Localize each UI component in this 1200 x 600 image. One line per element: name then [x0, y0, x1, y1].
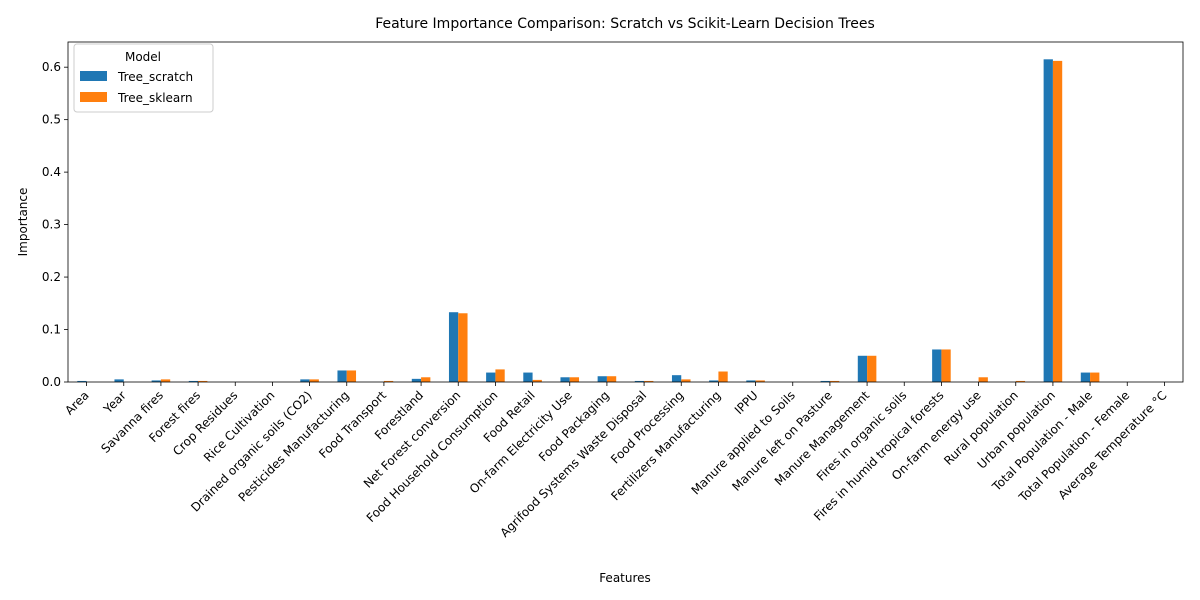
plot-frame: [67, 41, 1184, 383]
x-tick-label: IPPU: [732, 388, 761, 417]
bar-tree-scratch: [1080, 372, 1091, 382]
chart-title: Feature Importance Comparison: Scratch v…: [375, 16, 875, 32]
bar-tree-sklearn: [718, 371, 728, 382]
bar-tree-scratch: [448, 312, 459, 382]
y-tick-label: 0.1: [42, 323, 61, 337]
bar-tree-scratch: [188, 380, 199, 382]
legend-swatch: [80, 92, 107, 102]
bar-tree-scratch: [151, 380, 161, 382]
legend-swatch: [80, 71, 107, 81]
bar-tree-scratch: [820, 380, 830, 382]
bar-tree-scratch: [523, 372, 533, 382]
bar-tree-sklearn: [532, 379, 542, 382]
x-tick-label: Area: [62, 388, 91, 417]
bar-tree-sklearn: [829, 380, 840, 382]
y-tick-label: 0.0: [42, 375, 61, 389]
bar-tree-sklearn: [346, 370, 357, 382]
y-tick-label: 0.6: [42, 60, 61, 74]
bar-tree-sklearn: [644, 380, 654, 382]
legend: Model Tree_scratch Tree_sklearn: [73, 43, 214, 113]
bar-tree-scratch: [77, 380, 87, 382]
bar-tree-scratch: [1043, 59, 1053, 383]
y-tick-label: 0.2: [42, 270, 61, 284]
bar-tree-scratch: [486, 372, 496, 382]
bar-tree-sklearn: [495, 369, 505, 382]
x-tick-label: Year: [100, 388, 129, 417]
y-tick-label: 0.5: [42, 113, 61, 127]
bar-tree-sklearn: [569, 377, 580, 382]
bar-tree-sklearn: [383, 380, 394, 382]
y-tick-label: 0.3: [42, 218, 61, 232]
bar-tree-scratch: [709, 380, 719, 382]
bar-tree-sklearn: [1052, 60, 1063, 382]
legend-entry-label: Tree_scratch: [117, 70, 193, 84]
bar-tree-sklearn: [198, 380, 208, 382]
x-axis-label: Features: [599, 571, 651, 585]
bar-tree-sklearn: [755, 380, 765, 382]
legend-title: Model: [125, 50, 161, 64]
bar-tree-scratch: [114, 379, 124, 382]
bars-layer: [77, 59, 1100, 383]
bar-tree-scratch: [337, 370, 347, 382]
bar-tree-sklearn: [160, 379, 171, 382]
bar-tree-sklearn: [421, 377, 431, 382]
bar-tree-sklearn: [867, 355, 877, 382]
bar-tree-sklearn: [458, 313, 468, 382]
bar-tree-scratch: [634, 380, 645, 382]
bar-tree-scratch: [560, 377, 570, 382]
bar-tree-scratch: [671, 375, 682, 382]
bar-tree-sklearn: [606, 376, 617, 382]
bar-tree-scratch: [746, 380, 756, 382]
bar-tree-sklearn: [1090, 372, 1100, 382]
legend-entry-label: Tree_sklearn: [117, 91, 193, 105]
x-tick-label: Crop Residues: [170, 388, 240, 458]
bar-tree-scratch: [597, 376, 607, 382]
bar-tree-sklearn: [941, 349, 951, 382]
bar-tree-sklearn: [309, 379, 319, 382]
bar-tree-scratch: [857, 355, 868, 382]
legend-box: [73, 43, 214, 113]
bar-tree-scratch: [411, 378, 422, 382]
bar-tree-scratch: [932, 349, 942, 382]
bar-tree-sklearn: [978, 377, 988, 382]
bar-tree-scratch: [300, 379, 310, 382]
y-axis-label: Importance: [16, 188, 30, 257]
bar-tree-sklearn: [1015, 380, 1026, 382]
bar-tree-sklearn: [681, 379, 691, 382]
y-tick-label: 0.4: [42, 165, 61, 179]
x-tick-label: Food Transport: [316, 388, 389, 461]
